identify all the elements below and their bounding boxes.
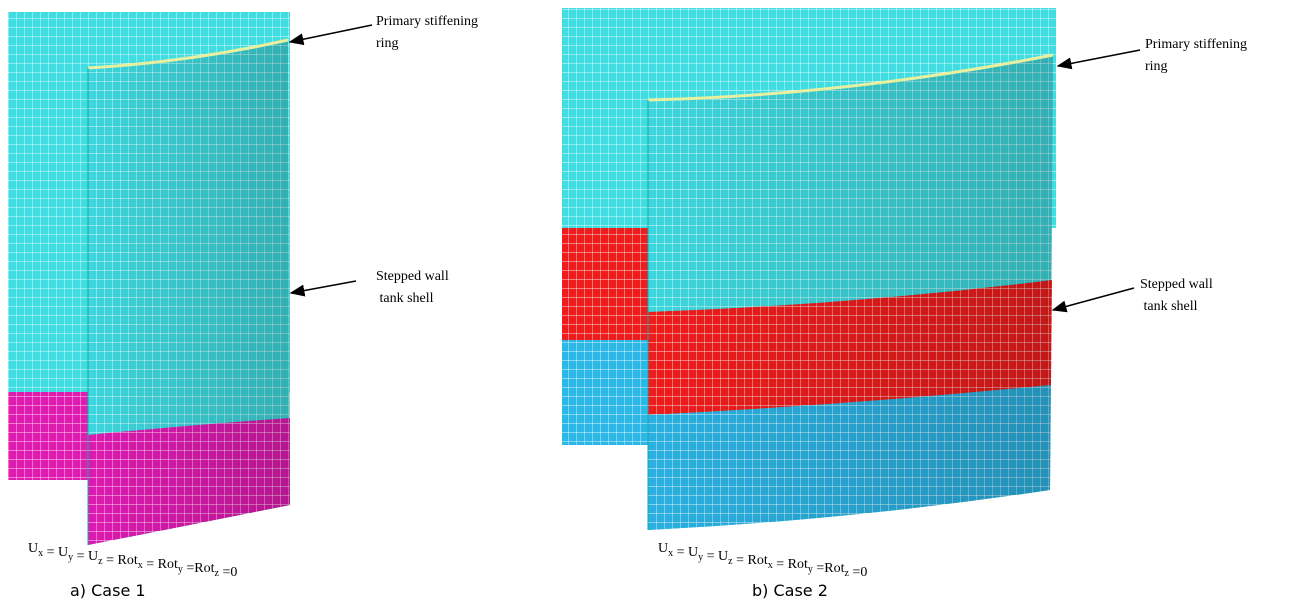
equation-part: = U (43, 545, 68, 560)
boundary-condition: Ux = Uy = Uz = Rotx = Roty =Rotz =0 (658, 541, 867, 580)
shell-label: Stepped wall (376, 269, 449, 284)
arrow (290, 25, 372, 42)
mesh-case-1 (8, 12, 290, 545)
equation-part: = U (673, 545, 698, 560)
equation-part: =Rot (183, 561, 215, 576)
ring-label: ring (1145, 59, 1168, 74)
shell-label: Stepped wall (1140, 277, 1213, 292)
arrow (1058, 50, 1140, 66)
equation-part: = U (703, 549, 728, 564)
figure: Primary stiffening ring Stepped wall tan… (0, 0, 1291, 606)
equation-part: = Rot (143, 557, 178, 572)
shell-label: tank shell (376, 291, 434, 306)
mesh-case-2 (562, 8, 1056, 530)
equation-part: =Rot (813, 561, 845, 576)
equation-part: =0 (849, 565, 867, 580)
boundary-condition: Ux = Uy = Uz = Rotx = Roty =Rotz =0 (28, 541, 237, 580)
ring-label: Primary stiffening (376, 14, 478, 29)
equation-part: U (658, 541, 668, 556)
equation-part: U (28, 541, 38, 556)
shell-label: tank shell (1140, 299, 1198, 314)
ring-label: Primary stiffening (1145, 37, 1247, 52)
equation-part: = U (73, 549, 98, 564)
caption: a) Case 1 (70, 581, 146, 600)
equation-part: = Rot (103, 553, 138, 568)
ring-label: ring (376, 36, 399, 51)
equation-part: = Rot (773, 557, 808, 572)
arrow (291, 281, 356, 293)
equation-part: =0 (219, 565, 237, 580)
equation-part: = Rot (733, 553, 768, 568)
arrow (1053, 288, 1134, 310)
caption: b) Case 2 (752, 581, 828, 600)
